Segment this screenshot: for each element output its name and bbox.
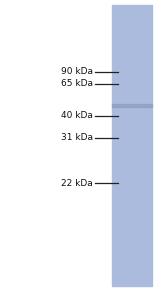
Text: 22 kDa: 22 kDa [61,178,93,187]
Text: 40 kDa: 40 kDa [61,111,93,120]
Bar [112,5,152,286]
Text: 31 kDa: 31 kDa [61,134,93,143]
Text: 90 kDa: 90 kDa [61,68,93,77]
Bar [112,104,152,107]
Text: 65 kDa: 65 kDa [61,79,93,88]
